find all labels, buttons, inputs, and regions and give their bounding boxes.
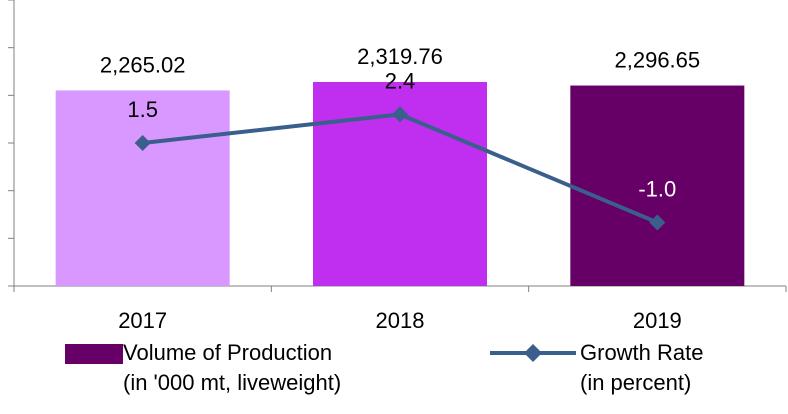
legend-swatch-volume bbox=[65, 344, 123, 364]
x-tick-labels: 2017 2018 2019 bbox=[118, 308, 682, 330]
chart: 2,265.02 2,319.76 2,296.65 1.5 2.4 -1.0 2017… bbox=[8, 0, 787, 330]
bars bbox=[55, 81, 745, 287]
growth-rate-label: -1.0 bbox=[638, 176, 676, 201]
legend-growth-line2: (in percent) bbox=[580, 370, 692, 395]
growth-rate-line-layer: 1.5 2.4 -1.0 bbox=[127, 68, 676, 231]
bar-value-labels: 2,265.02 2,319.76 2,296.65 bbox=[100, 44, 700, 77]
bar-value-label: 2,296.65 bbox=[615, 48, 701, 73]
growth-rate-marker bbox=[134, 135, 151, 151]
legend-label-volume: Volume of Production (in '000 mt, livewe… bbox=[123, 338, 341, 398]
legend-label-growth: Growth Rate (in percent) bbox=[580, 338, 704, 398]
x-tick-label: 2017 bbox=[118, 308, 167, 330]
bar-value-label: 2,265.02 bbox=[100, 52, 186, 77]
growth-rate-marker bbox=[649, 214, 666, 231]
legend-volume-line1: Volume of Production bbox=[123, 340, 333, 365]
growth-rate-label: 2.4 bbox=[385, 68, 416, 93]
legend-growth-line1: Growth Rate bbox=[580, 340, 704, 365]
x-tick-label: 2018 bbox=[376, 308, 425, 330]
growth-rate-marker bbox=[392, 106, 408, 123]
bar-2017 bbox=[55, 90, 230, 286]
x-tick-label: 2019 bbox=[633, 308, 682, 330]
legend-volume-line2: (in '000 mt, liveweight) bbox=[123, 370, 342, 395]
bar-2019 bbox=[570, 85, 745, 286]
growth-rate-label: 1.5 bbox=[127, 97, 158, 122]
bar-value-label: 2,319.76 bbox=[357, 44, 443, 69]
legend-swatch-growth bbox=[490, 344, 576, 362]
